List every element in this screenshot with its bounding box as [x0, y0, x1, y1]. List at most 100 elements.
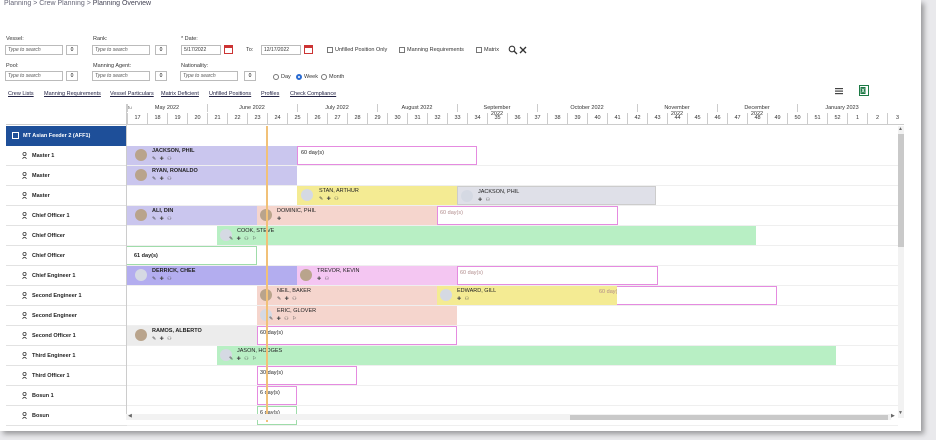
vertical-scroll-thumb[interactable] — [898, 134, 904, 247]
date-to-input[interactable]: 12/17/2022 — [261, 45, 301, 55]
rank-row[interactable]: Second Engineer — [6, 306, 127, 326]
assignment-bar[interactable]: DOMINIC, PHIL ✚ — [257, 206, 437, 225]
crew-avatar — [461, 190, 473, 202]
week-label: 33 — [447, 113, 467, 124]
rank-row[interactable]: Chief Officer — [6, 246, 127, 266]
view-day-radio[interactable] — [273, 74, 279, 80]
list-view-icon[interactable] — [835, 87, 843, 95]
breadcrumb-planning[interactable]: Planning — [4, 0, 32, 7]
crew-avatar — [220, 229, 232, 241]
rank-row[interactable]: Third Engineer 1 — [6, 346, 127, 366]
rank-row[interactable]: Bosun — [6, 406, 127, 426]
view-month-label: Month — [329, 74, 345, 80]
planned-gap-bar[interactable]: 60 day(s) — [457, 266, 658, 285]
close-icon[interactable] — [519, 46, 527, 54]
scroll-down-arrow-icon[interactable]: ▼ — [898, 410, 903, 416]
search-icon[interactable] — [508, 45, 518, 55]
planned-gap-bar[interactable]: 30 day(s) — [257, 366, 357, 385]
assignment-bar[interactable]: NEIL, BAKER ✎ ✚ ⚇ — [257, 286, 437, 305]
planning-overview-page: Planning > Crew Planning > Planning Over… — [0, 0, 921, 431]
check-compliance-link[interactable]: Check Compliance — [290, 91, 337, 97]
pool-count[interactable]: 0 — [66, 71, 78, 81]
manning-agent-input[interactable]: Type to search — [92, 71, 150, 81]
breadcrumb-crew-planning[interactable]: Crew Planning — [39, 0, 85, 7]
excel-export-icon[interactable]: X — [859, 85, 869, 96]
manning-requirements-link[interactable]: Manning Requirements — [44, 91, 101, 97]
planned-gap-bar[interactable]: 60 day(s) — [297, 146, 477, 165]
assignment-bar[interactable]: TREVOR, KEVIN ✚ ⚇ — [297, 266, 457, 285]
person-icon — [22, 212, 27, 219]
crew-action-icons: ✎ ✚ ⚇ — [152, 216, 173, 222]
view-week-radio[interactable] — [296, 74, 302, 80]
nationality-input[interactable]: Type to search — [180, 71, 238, 81]
week-label: 37 — [527, 113, 547, 124]
view-month-radio[interactable] — [321, 74, 327, 80]
crew-name: ALI, DIN — [152, 208, 174, 214]
row-gridline — [127, 365, 898, 366]
crew-lists-link[interactable]: Crew Lists — [8, 91, 34, 97]
scroll-left-arrow-icon[interactable]: ◀ — [128, 413, 132, 419]
profiles-link[interactable]: Profiles — [261, 91, 280, 97]
duration-label: 60 day(s) — [599, 289, 622, 295]
horizontal-scroll-thumb[interactable] — [570, 415, 888, 420]
matrix-deficient-link[interactable]: Matrix Deficient — [161, 91, 199, 97]
pool-input[interactable]: Type to search — [5, 71, 63, 81]
rank-row[interactable]: Master — [6, 166, 127, 186]
duration-label: 60 day(s) — [301, 150, 324, 156]
unfilled-position-checkbox[interactable] — [327, 47, 333, 53]
date-from-input[interactable]: 5/17/2022 — [181, 45, 221, 55]
assignment-bar[interactable]: JACKSON, PHIL ✚ ⚇ — [457, 186, 656, 205]
matrix-checkbox[interactable] — [476, 47, 482, 53]
crew-name: TREVOR, KEVIN — [317, 268, 360, 274]
assignment-bar[interactable]: EDWARD, GILL ✚ ⚇ 60 day(s) — [437, 286, 622, 305]
assignment-bar[interactable]: ALI, DIN ✎ ✚ ⚇ — [127, 206, 257, 225]
planned-gap-bar[interactable]: 61 day(s) — [127, 246, 257, 265]
rank-row[interactable]: Master 1 — [6, 146, 127, 166]
rank-row[interactable]: Second Engineer 1 — [6, 286, 127, 306]
unfilled-positions-link[interactable]: Unfilled Positions — [209, 91, 252, 97]
row-gridline — [127, 425, 898, 426]
calendar-icon[interactable] — [224, 45, 233, 54]
month-label: May 2022 — [154, 105, 180, 111]
rank-row[interactable]: Bosun 1 — [6, 386, 127, 406]
vessel-particulars-link[interactable]: Vessel Particulars — [110, 91, 154, 97]
calendar-icon[interactable] — [304, 45, 313, 54]
rank-row[interactable]: Chief Officer 1 — [6, 206, 127, 226]
rank-count[interactable]: 0 — [155, 45, 167, 55]
rank-row[interactable]: Third Officer 1 — [6, 366, 127, 386]
rank-input[interactable]: Type to search — [92, 45, 150, 55]
assignment-bar[interactable]: STAN, ARTHUR ✎ ✚ ⚇ — [297, 186, 457, 205]
planned-gap-bar[interactable]: 60 day(s) — [437, 206, 618, 225]
vessel-input[interactable]: Type to search — [5, 45, 63, 55]
rank-row[interactable]: Second Officer 1 — [6, 326, 127, 346]
planned-gap-bar[interactable]: 60 day(s) — [257, 326, 457, 345]
vertical-scrollbar[interactable] — [898, 126, 904, 418]
assignment-bar[interactable]: JACKSON, PHIL ✎ ✚ ⚇ — [127, 146, 297, 165]
vessel-row[interactable]: MT Asian Feeder 2 (AFF1) — [6, 126, 127, 146]
assignment-bar[interactable]: JASON, HODGES ✎ ✚ ⚇ ⚐ — [217, 346, 836, 365]
manning-requirements-checkbox[interactable] — [399, 47, 405, 53]
planned-gap-bar[interactable] — [617, 286, 777, 305]
horizontal-scrollbar[interactable] — [126, 414, 891, 420]
week-label: 29 — [367, 113, 387, 124]
vessel-count[interactable]: 0 — [66, 45, 78, 55]
assignment-bar[interactable]: COOK, STEVE ✎ ✚ ⚇ ⚐ — [217, 226, 756, 245]
person-icon — [22, 292, 27, 299]
assignment-bar[interactable]: DERRICK, CHEE ✎ ✚ ⚇ — [127, 266, 297, 285]
assignment-bar[interactable]: RYAN, RONALDO ✎ ✚ ⚇ — [127, 166, 297, 185]
rank-label: Chief Engineer 1 — [32, 273, 76, 279]
planned-gap-bar[interactable]: 6 day(s) — [257, 386, 297, 405]
rank-row[interactable]: Chief Officer — [6, 226, 127, 246]
scroll-up-arrow-icon[interactable]: ▲ — [898, 126, 903, 132]
crew-name: JACKSON, PHIL — [478, 189, 520, 195]
rank-row[interactable]: Master — [6, 186, 127, 206]
month-divider — [717, 104, 718, 112]
assignment-bar[interactable]: RAMOS, ALBERTO ✎ ✚ ⚇ — [127, 326, 257, 345]
rank-label: Second Officer 1 — [32, 333, 76, 339]
scroll-right-arrow-icon[interactable]: ▶ — [891, 413, 895, 419]
nationality-count[interactable]: 0 — [244, 71, 256, 81]
rank-row[interactable]: Chief Engineer 1 — [6, 266, 127, 286]
crew-action-icons: ✚ ⚇ — [317, 276, 331, 282]
assignment-bar[interactable]: ERIC, GLOVER ✎ ✚ ⚇ ⚐ — [257, 306, 457, 325]
manning-agent-count[interactable]: 0 — [155, 71, 167, 81]
